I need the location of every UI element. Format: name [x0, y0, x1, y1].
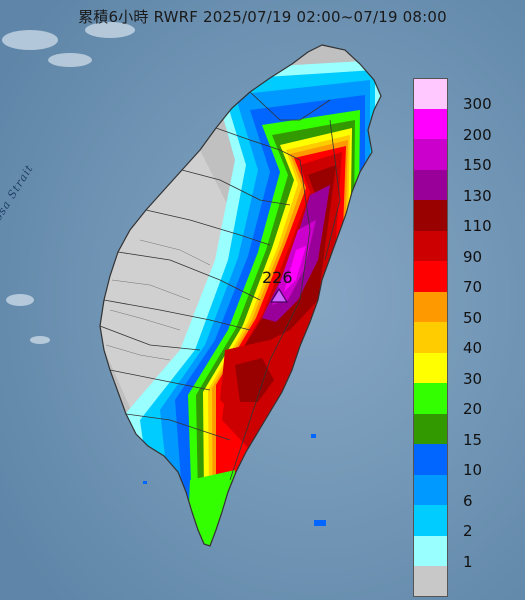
- legend-label: 130: [463, 186, 492, 205]
- legend-swatch: [413, 352, 448, 383]
- max-rainfall-value: 226: [262, 268, 293, 287]
- legend-row: 130: [411, 169, 511, 205]
- legend-label: 50: [463, 308, 483, 327]
- legend-label: 20: [463, 400, 483, 418]
- legend-row: [411, 566, 511, 597]
- legend-label: 2: [463, 522, 473, 540]
- legend-swatch: [413, 474, 448, 505]
- legend-label: 70: [463, 278, 483, 296]
- legend-swatch: [413, 322, 448, 353]
- legend-swatch: [413, 444, 448, 475]
- legend-label: 300: [463, 95, 492, 113]
- legend-row: 90: [411, 230, 511, 266]
- legend-swatch: [413, 78, 448, 109]
- legend-row: 200: [411, 108, 511, 144]
- legend-row: 15: [411, 413, 511, 449]
- legend-label: 110: [463, 217, 492, 235]
- small-islands: [143, 434, 326, 526]
- legend-row: 1: [411, 535, 511, 571]
- legend-row: 30: [411, 352, 511, 388]
- legend-swatch: [413, 200, 448, 231]
- legend-label: 40: [463, 339, 483, 357]
- legend-label: 6: [463, 491, 473, 510]
- legend-swatch: [413, 383, 448, 414]
- legend-label: 90: [463, 247, 483, 266]
- legend-row: 150: [411, 139, 511, 174]
- rainfall-legend: 300 200 150 130 110 90 70 50 40 30 20 15 10 6 2 1: [411, 78, 511, 597]
- legend-swatch: [413, 413, 448, 444]
- legend-label: 200: [463, 125, 492, 144]
- legend-swatch: [413, 139, 448, 170]
- legend-row: 300: [411, 78, 511, 113]
- legend-label: 30: [463, 369, 483, 388]
- legend-row: 50: [411, 291, 511, 327]
- legend-row: 6: [411, 474, 511, 510]
- legend-row: 70: [411, 261, 511, 296]
- legend-swatch: [413, 108, 448, 139]
- max-rainfall-marker-icon: [269, 287, 289, 303]
- legend-label: 1: [463, 552, 473, 571]
- legend-row: 40: [411, 322, 511, 357]
- legend-swatch: [413, 535, 448, 566]
- map-title: 累積6小時 RWRF 2025/07/19 02:00~07/19 08:00: [78, 8, 447, 26]
- legend-label: 15: [463, 430, 483, 449]
- legend-label: 10: [463, 461, 483, 479]
- legend-row: 10: [411, 444, 511, 479]
- legend-swatch: [413, 230, 448, 261]
- legend-swatch: [413, 261, 448, 292]
- rivers: [105, 239, 211, 361]
- cloud-patches: [2, 22, 135, 344]
- legend-row: 110: [411, 200, 511, 235]
- legend-row: 20: [411, 383, 511, 418]
- legend-swatch: [413, 505, 448, 536]
- legend-row: 2: [411, 505, 511, 540]
- legend-label: 150: [463, 156, 492, 174]
- county-borders: [99, 44, 382, 547]
- legend-swatch: [413, 169, 448, 200]
- legend-swatch: [413, 291, 448, 322]
- legend-swatch: [413, 566, 448, 597]
